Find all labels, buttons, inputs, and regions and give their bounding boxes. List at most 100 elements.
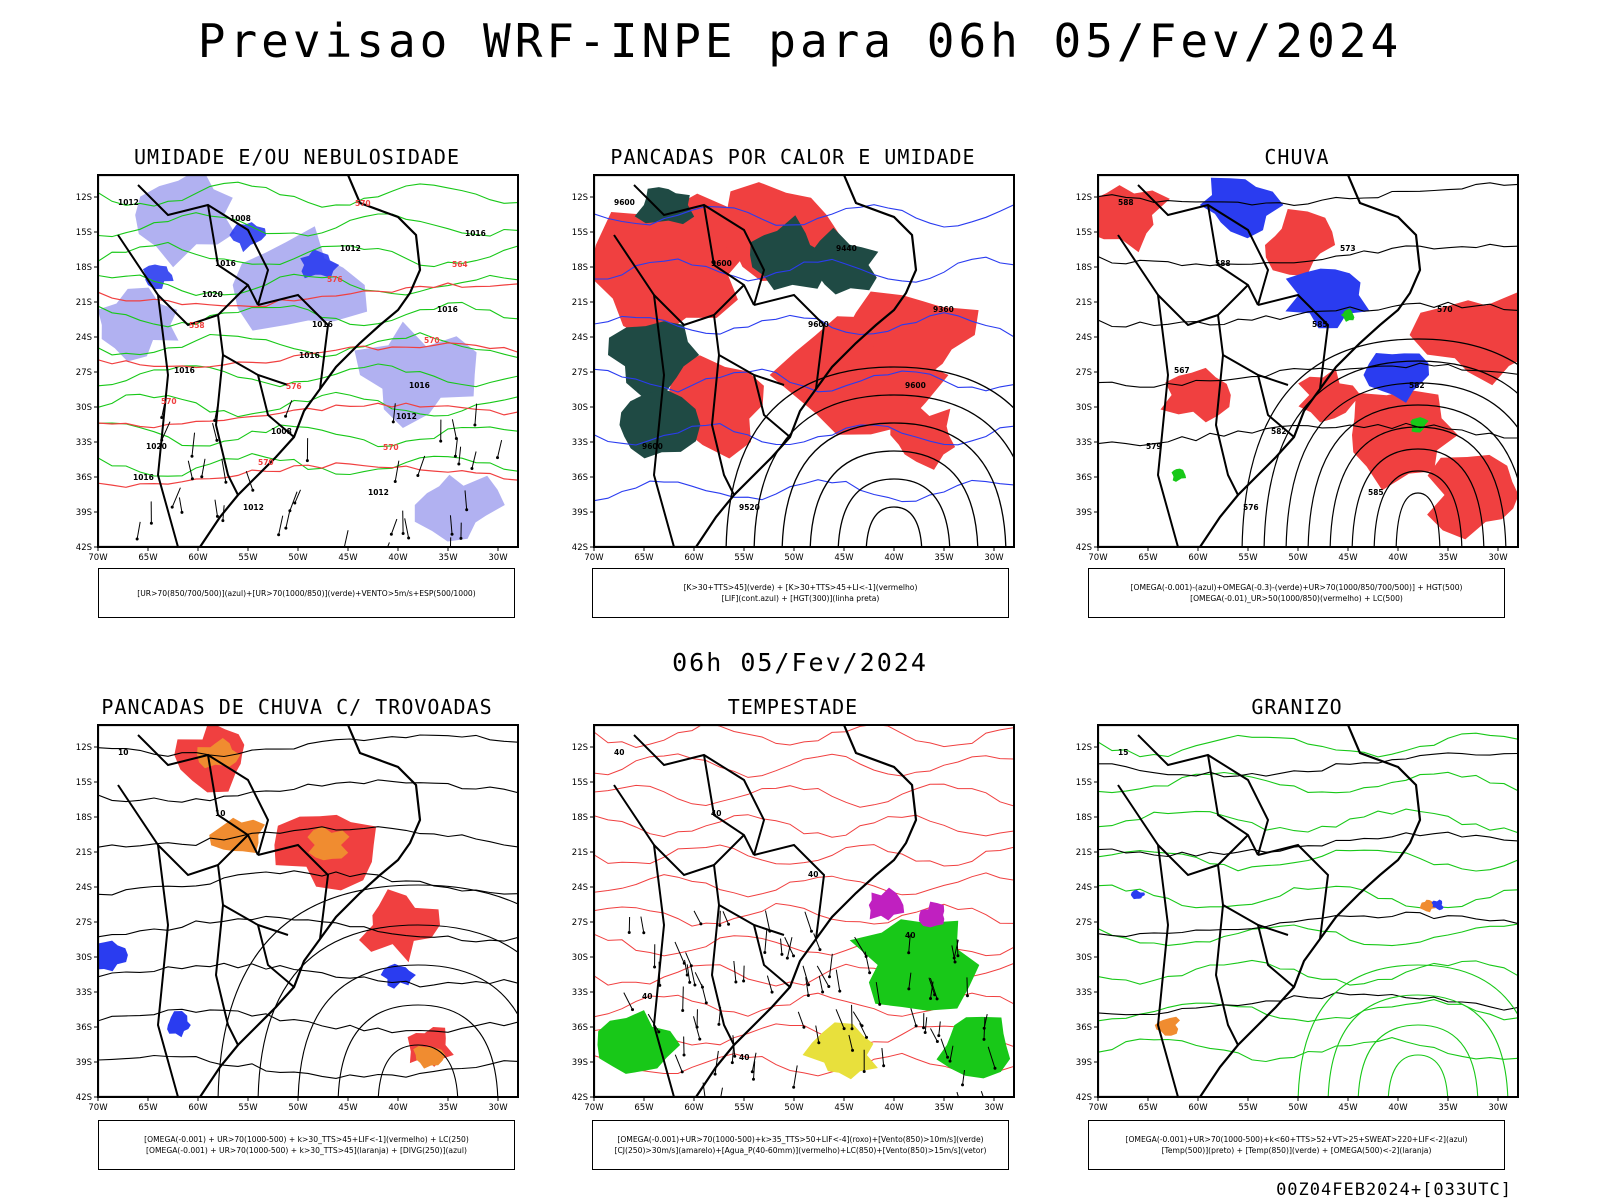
- lat-tick-label: 39S: [572, 508, 588, 518]
- contour-line: [594, 902, 1014, 927]
- contour-label: 1016: [215, 259, 236, 268]
- lon-tick-label: 70W: [1088, 1103, 1108, 1113]
- wind-vector: [938, 1021, 941, 1036]
- legend-pancadas-calor: [K>30+TTS>45](verde) + [K>30+TTS>45+LI<-…: [592, 568, 1009, 618]
- wind-vector: [804, 911, 812, 932]
- wind-vector: [949, 1045, 954, 1062]
- lat-tick-label: 36S: [1076, 473, 1092, 483]
- country-border: [214, 354, 239, 496]
- wind-vector-head: [383, 554, 386, 557]
- contour-line: [1098, 752, 1518, 778]
- contour-line: [98, 962, 518, 988]
- legend-line: [OMEGA(-0.001)+UR>70(1000-500)+k<60+TTS>…: [1125, 1135, 1468, 1144]
- lat-tick-label: 24S: [1076, 883, 1092, 893]
- country-border: [1214, 904, 1239, 1046]
- wind-vector: [764, 910, 771, 932]
- contour-line: [1285, 382, 1518, 547]
- wind-vector-head: [937, 1034, 941, 1038]
- coastline: [1098, 725, 1422, 1097]
- lat-tick-label: 42S: [572, 1093, 588, 1103]
- wind-vector-head: [305, 459, 309, 463]
- country-border: [703, 204, 755, 306]
- lon-tick-label: 40W: [388, 553, 408, 563]
- lat-tick-label: 15S: [76, 778, 92, 788]
- lon-tick-label: 55W: [734, 1103, 754, 1113]
- contour-label: 15: [1118, 748, 1128, 757]
- wind-vector: [685, 952, 692, 966]
- lat-tick-label: 42S: [1076, 1093, 1092, 1103]
- contour-line: [1098, 771, 1518, 794]
- contour-line: [98, 422, 518, 448]
- lat-tick-label: 30S: [572, 953, 588, 963]
- lat-tick-label: 36S: [572, 473, 588, 483]
- wind-vector-head: [642, 931, 646, 935]
- lon-tick-label: 30W: [1488, 553, 1508, 563]
- country-border: [117, 784, 179, 1097]
- panel-pancadas-calor: PANCADAS POR CALOR E UMIDADE 9600 9600 960…: [558, 145, 1028, 625]
- field-layer: 15: [1098, 725, 1518, 1097]
- lat-tick-label: 21S: [76, 298, 92, 308]
- contour-line: [98, 462, 518, 488]
- lon-tick-label: 50W: [784, 553, 804, 563]
- coastline: [98, 175, 422, 547]
- country-border: [207, 204, 259, 306]
- wind-vector-head: [922, 1026, 926, 1030]
- contour-line: [217, 884, 518, 1097]
- contour-label: 40: [739, 1053, 749, 1062]
- country-border: [1207, 204, 1259, 306]
- lat-tick-label: 30S: [1076, 403, 1092, 413]
- wind-vector: [191, 432, 196, 457]
- contour-line: [98, 282, 518, 308]
- main-title: Previsao WRF-INPE para 06h 05/Fev/2024: [197, 14, 1403, 68]
- map-svg: 1012 1016 1016 1016 1020 1012 1012 1016 1016 1008…: [76, 174, 519, 563]
- lon-tick-label: 60W: [188, 553, 208, 563]
- shaded-area: [868, 887, 905, 921]
- contour-line: [98, 241, 518, 268]
- wind-vector: [294, 489, 301, 504]
- panel-umidade: UMIDADE E/OU NEBULOSIDADE 1012 1016 1016 10…: [62, 145, 532, 625]
- lat-tick-label: 42S: [76, 1093, 92, 1103]
- map-area: 1012 1016 1016 1016 1020 1012 1012 1016 1016 1008…: [76, 174, 519, 563]
- contour-line: [1297, 964, 1518, 1097]
- contour-line: [1098, 243, 1518, 267]
- lat-tick-label: 21S: [572, 848, 588, 858]
- wind-vector-head: [496, 456, 500, 460]
- shaded-area: [1409, 292, 1518, 386]
- contour-line: [594, 783, 1014, 808]
- wind-vector-head: [948, 1059, 952, 1063]
- wind-vector: [816, 965, 830, 987]
- lon-tick-label: 35W: [438, 553, 458, 563]
- wind-vector-head: [817, 1041, 821, 1045]
- wind-vector: [682, 986, 684, 1011]
- wind-vector-head: [284, 414, 288, 418]
- wind-vector-head: [160, 416, 164, 420]
- lat-tick-label: 42S: [1076, 543, 1092, 553]
- lat-tick-label: 33S: [1076, 438, 1092, 448]
- contour-label: 588: [1215, 259, 1231, 268]
- contour-line: [1098, 422, 1518, 447]
- contour-line: [725, 366, 1014, 547]
- lat-tick-label: 24S: [1076, 333, 1092, 343]
- lat-tick-label: 27S: [572, 368, 588, 378]
- wind-vector-head: [699, 922, 703, 926]
- wind-vector: [674, 941, 685, 964]
- lon-tick-label: 45W: [834, 1103, 854, 1113]
- panel-title: PANCADAS POR CALOR E UMIDADE: [610, 145, 976, 169]
- lat-tick-label: 12S: [1076, 193, 1092, 203]
- contour-label: 558: [189, 321, 205, 330]
- country-border: [1257, 924, 1295, 988]
- map-frame: [97, 174, 519, 548]
- wind-vector: [285, 400, 293, 417]
- lat-tick-label: 18S: [572, 813, 588, 823]
- lon-tick-label: 65W: [634, 1103, 654, 1113]
- wind-vector-head: [688, 980, 692, 984]
- contour-line: [98, 826, 518, 848]
- lat-tick-label: 15S: [76, 228, 92, 238]
- shaded-area: [209, 817, 265, 853]
- legend-line: [OMEGA(-0.001)-(azul)+OMEGA(-0.3)-(verde…: [1130, 583, 1463, 592]
- lat-tick-label: 30S: [1076, 953, 1092, 963]
- lon-tick-label: 55W: [1238, 553, 1258, 563]
- wind-vector: [930, 981, 934, 999]
- lat-tick-label: 39S: [1076, 1058, 1092, 1068]
